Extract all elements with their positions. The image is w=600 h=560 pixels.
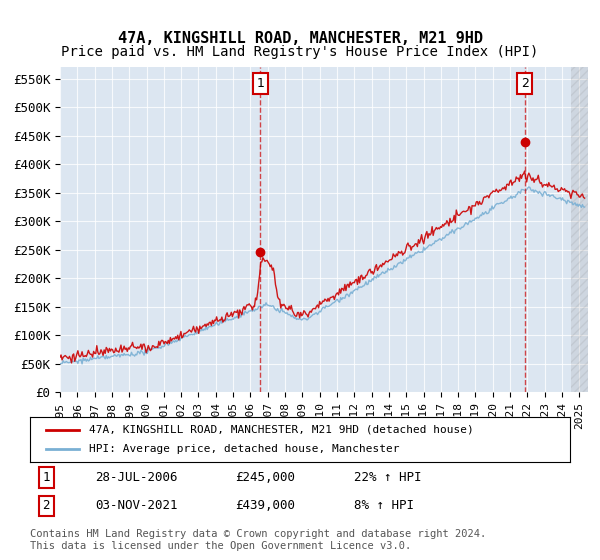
Text: 03-NOV-2021: 03-NOV-2021: [95, 500, 178, 512]
Text: 1: 1: [256, 77, 264, 90]
Text: 47A, KINGSHILL ROAD, MANCHESTER, M21 9HD: 47A, KINGSHILL ROAD, MANCHESTER, M21 9HD: [118, 31, 482, 46]
Text: 8% ↑ HPI: 8% ↑ HPI: [354, 500, 414, 512]
Text: 2: 2: [521, 77, 529, 90]
Text: £439,000: £439,000: [235, 500, 295, 512]
Text: £245,000: £245,000: [235, 471, 295, 484]
Text: 1: 1: [43, 471, 50, 484]
Text: Price paid vs. HM Land Registry's House Price Index (HPI): Price paid vs. HM Land Registry's House …: [61, 45, 539, 59]
Text: Contains HM Land Registry data © Crown copyright and database right 2024.
This d: Contains HM Land Registry data © Crown c…: [30, 529, 486, 551]
Text: 2: 2: [43, 500, 50, 512]
Text: 47A, KINGSHILL ROAD, MANCHESTER, M21 9HD (detached house): 47A, KINGSHILL ROAD, MANCHESTER, M21 9HD…: [89, 424, 474, 435]
Text: 28-JUL-2006: 28-JUL-2006: [95, 471, 178, 484]
Text: HPI: Average price, detached house, Manchester: HPI: Average price, detached house, Manc…: [89, 445, 400, 455]
Text: 22% ↑ HPI: 22% ↑ HPI: [354, 471, 421, 484]
